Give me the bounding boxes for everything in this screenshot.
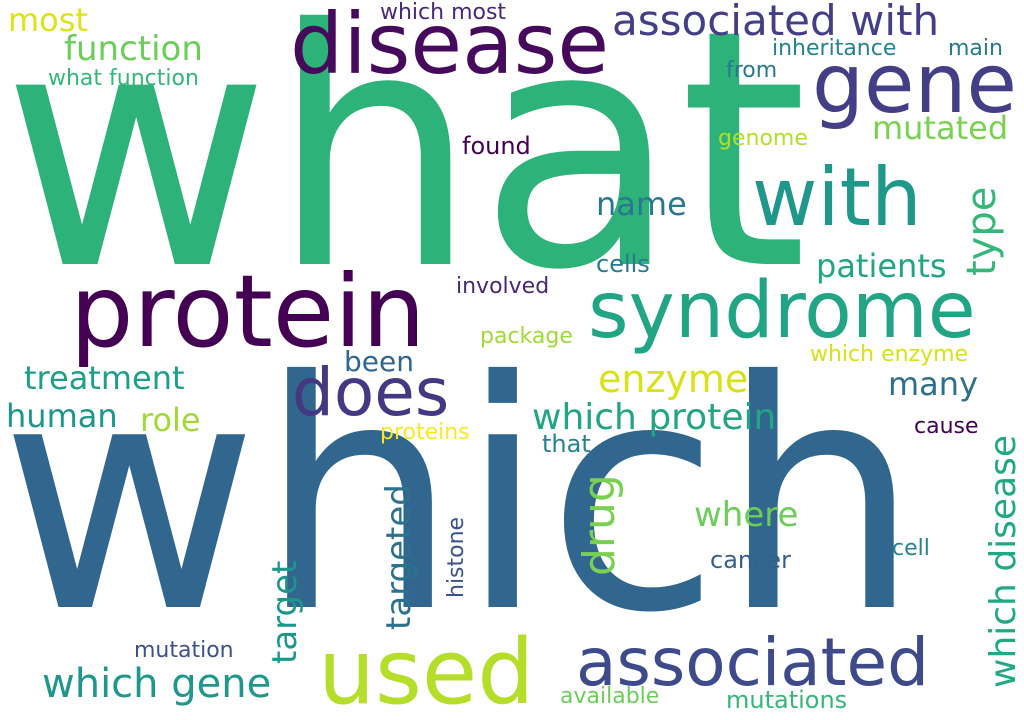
word-which-gene: which gene [42,661,272,707]
word-associated-with: associated with [612,0,940,45]
word-package: package [480,324,573,349]
word-mutation: mutation [134,638,234,663]
word-with: with [752,151,922,244]
word-target: target [265,560,305,664]
word-patients: patients [816,247,947,285]
word-mutated: mutated [872,109,1009,147]
word-most: most [8,1,88,39]
word-inheritance: inheritance [772,36,897,61]
word-which-most: which most [380,0,507,25]
word-which-enzyme: which enzyme [810,342,969,367]
word-name: name [596,185,687,223]
word-cancer: cancer [710,546,791,574]
word-used: used [318,620,535,720]
word-where: where [694,495,799,535]
word-which-disease: which disease [983,434,1024,688]
word-role: role [140,401,201,439]
word-from: from [726,58,778,83]
word-protein: protein [70,253,426,370]
word-disease: disease [290,0,610,93]
word-proteins: proteins [380,420,470,445]
word-histone: histone [444,516,469,598]
word-cause: cause [914,414,979,439]
word-what: what [2,0,808,342]
word-found: found [462,132,531,160]
word-cell: cell [892,536,930,561]
word-drug: drug [574,474,625,576]
word-gene: gene [812,37,1017,132]
word-that: that [542,430,591,458]
word-treatment: treatment [24,359,185,397]
word-genome: genome [718,126,808,151]
word-mutations: mutations [726,686,848,714]
word-which: which [0,314,921,682]
word-many: many [888,365,978,403]
word-enzyme: enzyme [598,357,749,401]
word-what-function: what function [48,66,199,91]
word-involved: involved [456,274,550,299]
word-associated: associated [576,624,930,701]
word-function: function [64,29,203,69]
word-available: available [560,684,660,709]
word-syndrome: syndrome [588,266,976,356]
word-does: does [292,354,450,431]
word-main: main [948,36,1003,61]
word-cells: cells [596,250,650,278]
word-type: type [959,186,1005,276]
word-been: been [344,345,414,378]
word-which-protein: which protein [532,397,777,438]
word-targeted: targeted [379,484,419,630]
word-human: human [6,397,118,435]
